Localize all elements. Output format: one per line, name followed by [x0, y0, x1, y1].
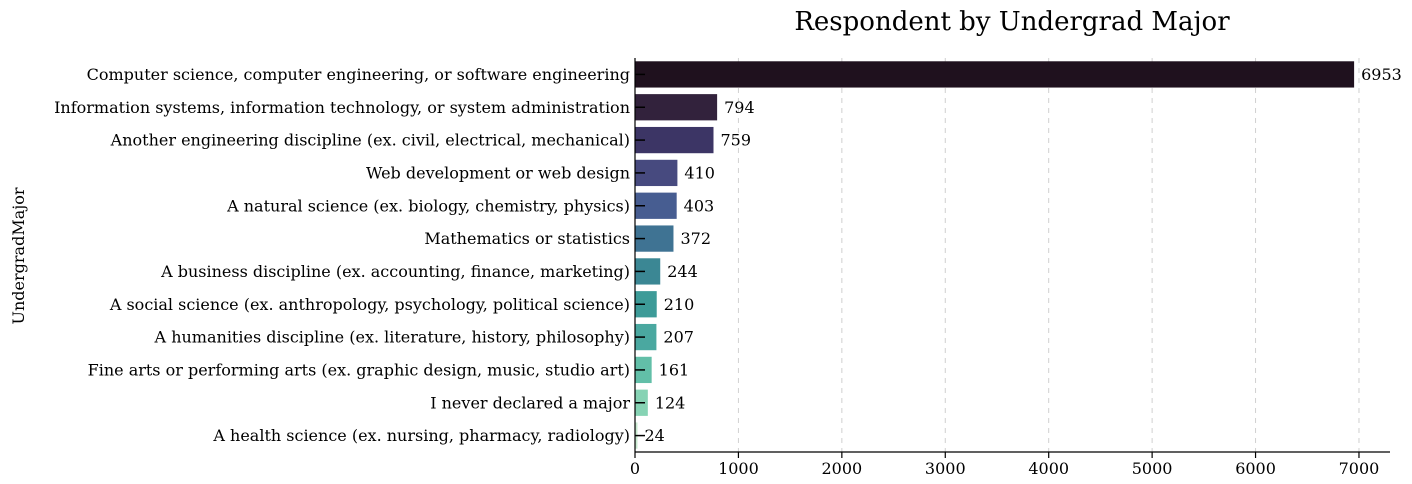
bars: [635, 61, 1355, 449]
x-tick-label: 7000: [1339, 459, 1380, 478]
category-label: Another engineering discipline (ex. civi…: [110, 131, 630, 150]
bar: [635, 61, 1355, 88]
bar: [635, 323, 657, 351]
data-label: 207: [663, 328, 694, 347]
x-tick-label: 0: [630, 459, 640, 478]
category-label: A business discipline (ex. accounting, f…: [160, 262, 630, 281]
category-label: A health science (ex. nursing, pharmacy,…: [212, 426, 630, 445]
data-label: 372: [680, 229, 711, 248]
category-label: Computer science, computer engineering, …: [87, 65, 630, 84]
category-label: A natural science (ex. biology, chemistr…: [226, 196, 630, 215]
x-gridlines: [737, 58, 1360, 452]
data-label: 759: [720, 131, 751, 150]
x-tick-label: 6000: [1235, 459, 1276, 478]
bar: [635, 126, 714, 154]
category-label: Web development or web design: [366, 163, 630, 182]
y-axis-label: UndergradMajor: [9, 187, 28, 324]
x-tick-label: 2000: [821, 459, 862, 478]
data-label: 24: [644, 426, 664, 445]
category-label: A humanities discipline (ex. literature,…: [154, 328, 630, 347]
data-label: 6953: [1361, 65, 1402, 84]
x-tick-label: 4000: [1028, 459, 1069, 478]
bar: [635, 94, 718, 121]
data-label: 403: [684, 196, 715, 215]
data-label: 210: [664, 295, 695, 314]
x-tick-label: 5000: [1132, 459, 1173, 478]
data-label: 244: [667, 262, 698, 281]
x-tick-label: 3000: [925, 459, 966, 478]
bar: [635, 291, 657, 318]
data-label: 161: [659, 360, 690, 379]
data-label: 794: [724, 98, 755, 117]
category-label: Mathematics or statistics: [424, 229, 630, 248]
data-label: 410: [684, 163, 715, 182]
category-label: I never declared a major: [430, 393, 630, 412]
axes: [634, 58, 1390, 458]
labels: Computer science, computer engineering, …: [54, 65, 1402, 478]
category-label: Fine arts or performing arts (ex. graphi…: [88, 360, 630, 379]
data-label: 124: [655, 393, 686, 412]
category-label: A social science (ex. anthropology, psyc…: [109, 295, 630, 314]
x-tick-label: 1000: [718, 459, 759, 478]
chart-title: Respondent by Undergrad Major: [794, 7, 1230, 37]
category-label: Information systems, information technol…: [54, 98, 630, 117]
